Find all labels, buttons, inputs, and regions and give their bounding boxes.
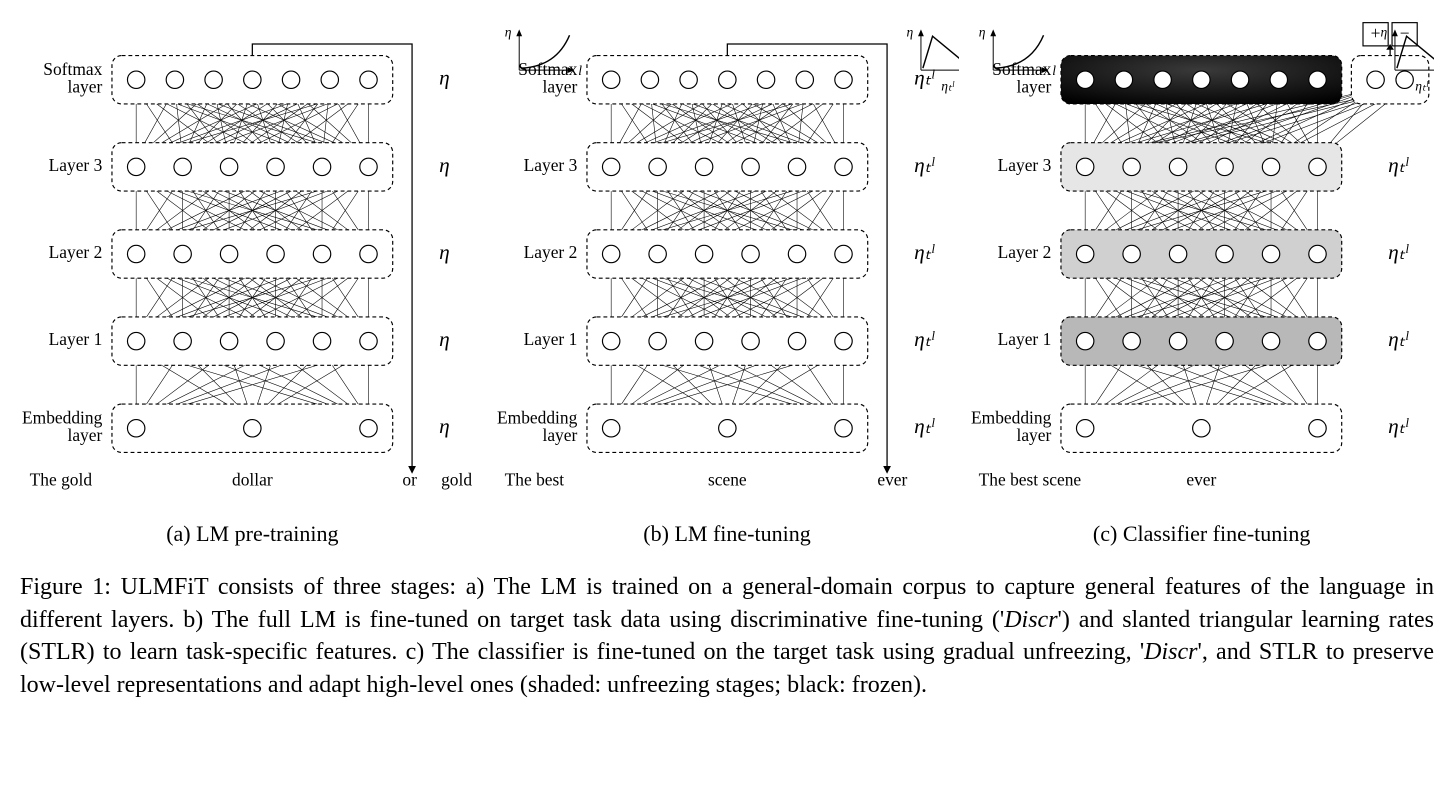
svg-text:dollar: dollar [232, 470, 273, 490]
svg-text:Softmaxlayer: Softmaxlayer [993, 59, 1052, 96]
figure-panels: Softmaxlayer η Layer 3 η Layer 2 η Layer 1 η Emb… [20, 12, 1434, 547]
svg-text:ηₜˡ: ηₜˡ [941, 79, 955, 94]
svg-text:η: η [1381, 24, 1388, 39]
panel-b: Softmaxlayer ηₜˡ Layer 3 ηₜˡ Layer 2 ηₜˡ Layer… [495, 12, 960, 547]
svg-text:The best scene: The best scene [979, 470, 1082, 490]
svg-text:Softmaxlayer: Softmaxlayer [518, 59, 577, 96]
svg-text:Layer 2: Layer 2 [998, 242, 1052, 262]
svg-text:ever: ever [877, 470, 907, 490]
svg-text:Layer 3: Layer 3 [49, 155, 103, 175]
svg-text:The best: The best [504, 470, 564, 490]
subcaption-a: (a) LM pre-training [20, 521, 485, 547]
svg-text:Softmaxlayer: Softmaxlayer [43, 59, 102, 96]
svg-text:ever: ever [1187, 470, 1217, 490]
subcaption-c: (c) Classifier fine-tuning [969, 521, 1434, 547]
svg-text:scene: scene [708, 470, 747, 490]
svg-text:η: η [439, 66, 450, 90]
svg-text:η: η [439, 153, 450, 177]
svg-text:Layer 1: Layer 1 [523, 329, 577, 349]
svg-text:η: η [439, 327, 450, 351]
caption-discr1: Discr [1004, 607, 1057, 633]
svg-text:Embeddinglayer: Embeddinglayer [497, 408, 578, 445]
caption-lead: Figure 1: [20, 574, 121, 600]
panel-b-svg: Softmaxlayer ηₜˡ Layer 3 ηₜˡ Layer 2 ηₜˡ Layer… [495, 12, 960, 515]
svg-text:Layer 2: Layer 2 [49, 242, 103, 262]
svg-text:+: + [1371, 23, 1381, 43]
svg-text:ηₜˡ: ηₜˡ [1416, 79, 1430, 94]
svg-text:l: l [1053, 63, 1057, 78]
panel-c-svg: Softmaxlayer ηₜˡ Layer 3 ηₜˡ Layer 2 ηₜˡ Layer… [969, 12, 1434, 515]
panel-a-svg: Softmaxlayer η Layer 3 η Layer 2 η Layer 1 η Emb… [20, 12, 485, 515]
svg-text:Layer 1: Layer 1 [49, 329, 103, 349]
caption-discr2: Discr [1144, 639, 1197, 665]
svg-text:ηₜˡ: ηₜˡ [1389, 153, 1410, 177]
svg-text:Embeddinglayer: Embeddinglayer [22, 408, 103, 445]
svg-text:ηₜˡ: ηₜˡ [914, 240, 935, 264]
svg-text:η: η [504, 24, 511, 39]
svg-text:η: η [906, 24, 913, 39]
panel-c: Softmaxlayer ηₜˡ Layer 3 ηₜˡ Layer 2 ηₜˡ Layer… [969, 12, 1434, 547]
subcaption-b: (b) LM fine-tuning [495, 521, 960, 547]
svg-text:η: η [439, 240, 450, 264]
panel-a: Softmaxlayer η Layer 3 η Layer 2 η Layer 1 η Emb… [20, 12, 485, 547]
figure-caption: Figure 1: ULMFiT consists of three stage… [20, 571, 1434, 701]
svg-text:Layer 3: Layer 3 [523, 155, 577, 175]
svg-text:Layer 3: Layer 3 [998, 155, 1052, 175]
svg-text:ηₜˡ: ηₜˡ [914, 66, 935, 90]
svg-text:Layer 1: Layer 1 [998, 329, 1052, 349]
svg-text:The gold: The gold [30, 470, 93, 490]
svg-text:Layer 2: Layer 2 [523, 242, 577, 262]
svg-text:ηₜˡ: ηₜˡ [1389, 414, 1410, 438]
svg-text:Embeddinglayer: Embeddinglayer [971, 408, 1052, 445]
svg-text:ηₜˡ: ηₜˡ [914, 153, 935, 177]
svg-text:ηₜˡ: ηₜˡ [914, 414, 935, 438]
svg-text:ηₜˡ: ηₜˡ [1389, 327, 1410, 351]
svg-text:η: η [979, 24, 986, 39]
svg-text:or: or [402, 470, 417, 490]
svg-text:l: l [578, 63, 582, 78]
svg-text:ηₜˡ: ηₜˡ [914, 327, 935, 351]
svg-text:η: η [439, 414, 450, 438]
svg-text:gold: gold [441, 470, 472, 490]
svg-text:ηₜˡ: ηₜˡ [1389, 240, 1410, 264]
